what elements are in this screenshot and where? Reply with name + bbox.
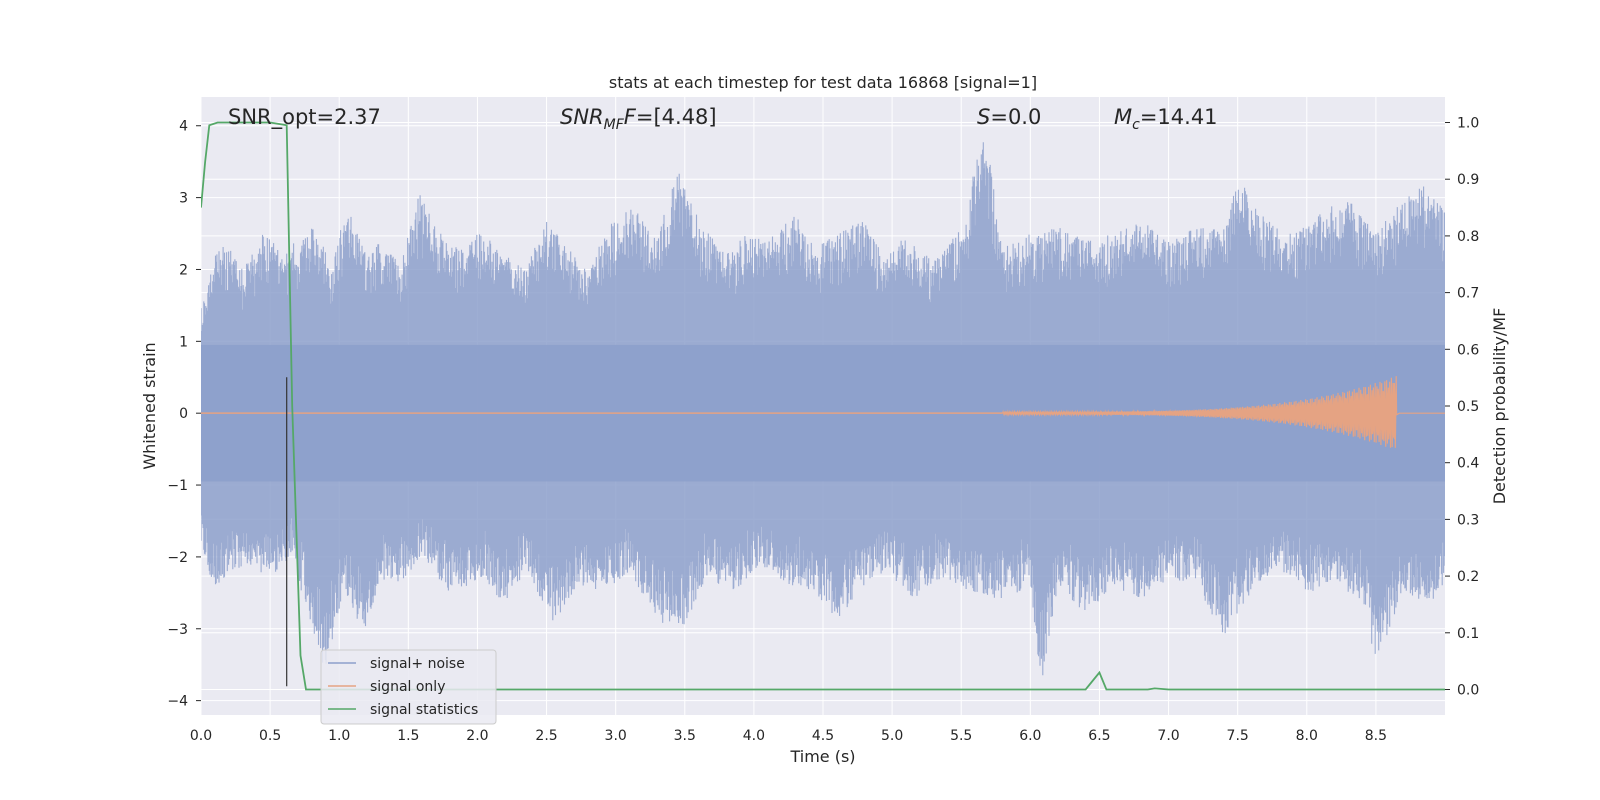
annotation-snr-mf-f: F [624,105,637,129]
y-axis-right-label: Detection probability/MF [1490,308,1509,505]
x-tick-label: 2.0 [466,728,488,744]
x-tick-label: 7.5 [1227,728,1249,744]
y-right-tick-label: 0.2 [1457,569,1479,585]
annotation-mc-sub: c [1132,117,1140,133]
annotation-s: S=0.0 [977,105,1041,129]
y-right-tick-label: 0.9 [1457,172,1479,188]
x-tick-label: 1.0 [328,728,350,744]
x-tick-label: 1.5 [397,728,419,744]
series-signal-statistics [201,121,1445,691]
x-tick-label: 6.5 [1088,728,1110,744]
y-right-tick-label: 0.4 [1457,456,1479,472]
y-right-tick-label: 0.6 [1457,342,1479,358]
legend: signal+ noise signal only signal statist… [320,649,497,725]
x-tick-label: 5.5 [950,728,972,744]
x-tick-label: 4.0 [743,728,765,744]
legend-label-signal-noise: signal+ noise [370,656,465,672]
annotation-mc-main: M [1114,105,1132,129]
annotation-mc: Mc=14.41 [1114,105,1218,133]
x-tick-label: 8.0 [1296,728,1318,744]
y-left-tick-label: −2 [167,550,188,566]
x-axis-label: Time (s) [789,747,855,766]
y-left-tick-label: 1 [179,334,188,350]
y-right-tick-label: 0.3 [1457,512,1479,528]
annotation-snr-mf-sub: MF [604,117,625,133]
legend-label-signal-statistics: signal statistics [370,702,478,718]
y-left-tick-label: −1 [167,478,188,494]
x-tick-label: 6.0 [1019,728,1041,744]
x-tick-label: 0.5 [259,728,281,744]
y-right-tick-label: 0.0 [1457,682,1479,698]
y-right-tick-label: 0.5 [1457,399,1479,415]
x-tick-label: 0.0 [190,728,212,744]
annotation-snr-mf-main: SNR [560,105,604,129]
annotation-s-value: =0.0 [990,105,1041,129]
annotation-snr-mf-value: =[4.48] [636,105,717,129]
y-left-tick-label: 3 [179,191,188,207]
x-tick-label: 3.0 [605,728,627,744]
x-tick-label: 7.0 [1157,728,1179,744]
y-left-tick-label: 0 [179,406,188,422]
y-axis-right-ticks: 0.0 0.1 0.2 0.3 0.4 0.5 0.6 0.7 0.8 0.9 1.0 [1445,116,1479,698]
x-tick-label: 4.5 [812,728,834,744]
legend-box [320,649,497,725]
signal-statistics-line [201,121,1445,691]
y-right-tick-label: 1.0 [1457,116,1479,132]
y-left-tick-label: 2 [179,262,188,278]
annotation-s-main: S [977,105,990,129]
signal-only-chirp [1002,376,1445,448]
x-axis-ticks: 0.0 0.5 1.0 1.5 2.0 2.5 3.0 3.5 4.0 4.5 5.0 5.5 6.0 6… [190,728,1387,744]
x-tick-label: 8.5 [1365,728,1387,744]
x-tick-label: 5.0 [881,728,903,744]
y-right-tick-label: 0.7 [1457,286,1479,302]
x-tick-label: 3.5 [674,728,696,744]
legend-label-signal-only: signal only [370,679,445,695]
y-right-tick-label: 0.1 [1457,626,1479,642]
y-axis-left-ticks: −4 −3 −2 −1 0 1 2 3 4 [167,119,201,710]
y-left-tick-label: −4 [167,694,188,710]
series-signal-only [201,376,1445,448]
annotation-mc-value: =14.41 [1140,105,1218,129]
y-right-tick-label: 0.8 [1457,229,1479,245]
annotation-snr-mf: SNRMFF=[4.48] [560,105,717,133]
y-left-tick-label: 4 [179,119,188,135]
x-tick-label: 2.5 [535,728,557,744]
chart-title: stats at each timestep for test data 168… [609,73,1037,92]
y-axis-left-label: Whitened strain [140,342,159,469]
annotation-snr-opt: SNR_opt=2.37 [228,105,381,130]
y-left-tick-label: −3 [167,622,188,638]
